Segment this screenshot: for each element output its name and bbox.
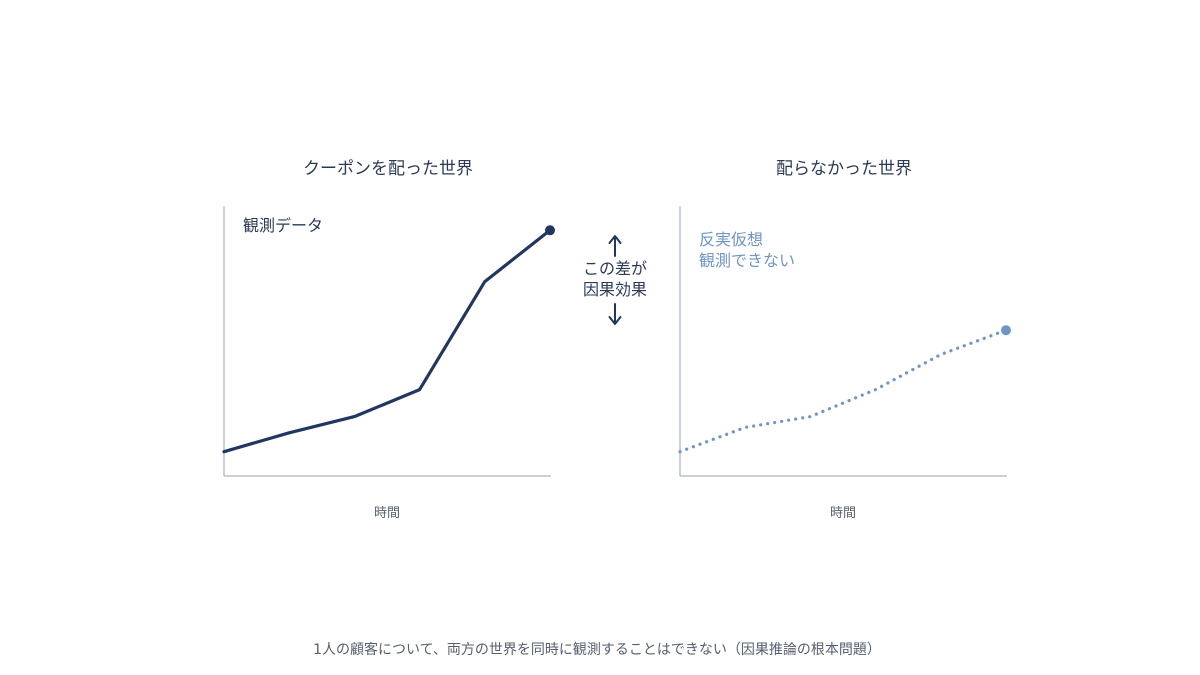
observed-line	[222, 228, 552, 454]
center-annotation: この差が 因果効果	[583, 235, 647, 325]
observed-data-label: 観測データ	[243, 216, 323, 235]
left-x-axis-label: 時間	[374, 506, 400, 521]
left-panel-title: クーポンを配った世界	[303, 159, 473, 179]
counterfactual-label-line2: 観測できない	[699, 251, 795, 270]
counterfactual-line	[678, 328, 1008, 454]
right-panel: 配らなかった世界 反実仮想 観測できない 時間	[678, 159, 1011, 521]
left-panel: クーポンを配った世界 観測データ 時間	[222, 159, 555, 521]
counterfactual-line-end-marker	[1001, 325, 1011, 336]
arrow-down-icon	[608, 303, 622, 325]
difference-label-line1: この差が	[583, 259, 647, 278]
difference-label-line2: 因果効果	[583, 280, 647, 299]
counterfactual-label-line1: 反実仮想	[699, 230, 763, 249]
observed-line-end-marker	[545, 225, 555, 236]
right-panel-title: 配らなかった世界	[776, 159, 912, 179]
right-x-axis-label: 時間	[830, 506, 856, 521]
arrow-up-icon	[608, 235, 622, 257]
caption: 1人の顧客について、両方の世界を同時に観測することはできない（因果推論の根本問題…	[313, 641, 881, 658]
